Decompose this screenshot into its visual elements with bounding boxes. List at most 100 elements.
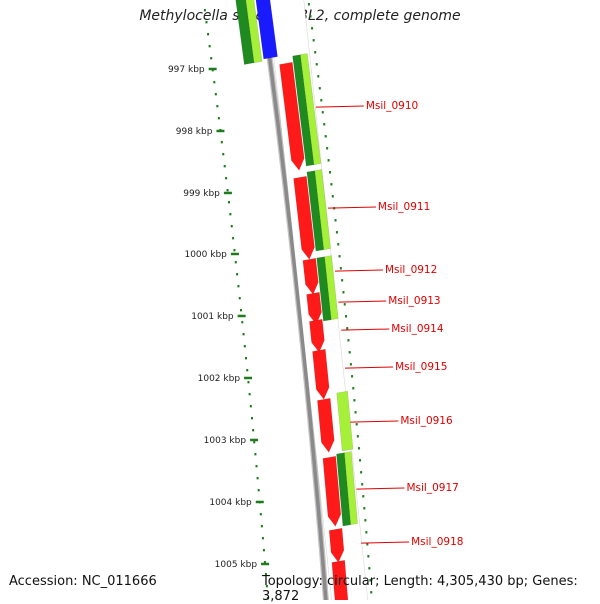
cds-arrow bbox=[331, 559, 349, 600]
gene-label: Msil_0915 bbox=[395, 361, 447, 373]
scale-track-dot bbox=[257, 488, 260, 492]
scale-track-dot bbox=[245, 356, 248, 360]
gc-track-dot bbox=[307, 3, 310, 6]
gc-track-dot bbox=[363, 507, 366, 510]
gc-track-dot bbox=[338, 255, 341, 258]
scale-label: 1004 kbp bbox=[209, 498, 252, 508]
accession-label: Accession: NC_011666 bbox=[9, 574, 157, 589]
gc-track-dot bbox=[312, 39, 315, 42]
gc-track-dot bbox=[355, 423, 358, 426]
gene-label: Msil_0912 bbox=[385, 264, 437, 276]
scale-track-dot bbox=[220, 140, 223, 144]
gene-band-light bbox=[324, 255, 339, 321]
cds-arrow bbox=[302, 257, 319, 295]
scale-track-dot bbox=[254, 452, 257, 456]
scale-label: 999 kbp bbox=[183, 189, 220, 199]
gene-label: Msil_0914 bbox=[391, 323, 444, 335]
scale-track-dot bbox=[226, 188, 229, 192]
scale-track-dot bbox=[214, 92, 217, 96]
gc-track-dot bbox=[368, 567, 371, 570]
gc-track-dot bbox=[334, 219, 337, 222]
scale-track-dot bbox=[203, 8, 206, 12]
scale-track-dot bbox=[232, 236, 235, 240]
scale-track-dot bbox=[265, 584, 268, 588]
scale-label: 1001 kbp bbox=[191, 312, 234, 322]
gc-track-dot bbox=[327, 159, 330, 162]
gc-track-dot bbox=[343, 303, 346, 306]
gc-track-dot bbox=[362, 495, 365, 498]
scale-track-dot bbox=[223, 164, 226, 168]
scale-track-dot bbox=[249, 404, 252, 408]
gc-track-dot bbox=[369, 579, 372, 582]
cds-arrow bbox=[312, 348, 330, 400]
scale-track-dot bbox=[241, 320, 244, 324]
scale-track-dot bbox=[233, 248, 236, 252]
scale-track-dot bbox=[213, 80, 216, 84]
gc-track-dot bbox=[320, 99, 323, 102]
scale-track-dot bbox=[259, 512, 262, 516]
gc-track-dot bbox=[315, 63, 318, 66]
scale-track-dot bbox=[234, 260, 237, 264]
scale-track-dot bbox=[253, 440, 256, 444]
gene-leader bbox=[327, 206, 376, 209]
gene-band-light bbox=[245, 0, 263, 64]
gene-leader bbox=[350, 420, 399, 423]
scale-track-dot bbox=[248, 392, 251, 396]
gene-label: Msil_0911 bbox=[378, 201, 430, 213]
gc-track-dot bbox=[328, 171, 331, 174]
gc-track-dot bbox=[314, 51, 317, 54]
gene-leader bbox=[315, 105, 364, 108]
gc-track-dot bbox=[366, 543, 369, 546]
gene-label: Msil_0916 bbox=[400, 415, 453, 427]
gc-track-dot bbox=[324, 135, 327, 138]
gene-band-light bbox=[336, 390, 354, 452]
gc-track-dot bbox=[330, 183, 333, 186]
gc-track-dot bbox=[370, 591, 373, 594]
cds-arrow bbox=[293, 175, 315, 260]
scale-label: 1002 kbp bbox=[198, 374, 241, 384]
gc-track-dot bbox=[344, 315, 347, 318]
cds-arrow bbox=[306, 291, 322, 325]
scale-track-dot bbox=[208, 44, 211, 48]
scale-track-dot bbox=[229, 212, 232, 216]
scale-track-dot bbox=[263, 560, 266, 564]
scale-track-dot bbox=[260, 524, 263, 528]
gene-label: Msil_0917 bbox=[406, 482, 458, 494]
gene-band-blue bbox=[255, 0, 278, 60]
gc-track-dot bbox=[347, 339, 350, 342]
gc-track-dot bbox=[354, 411, 357, 414]
scale-track-dot bbox=[264, 572, 267, 576]
scale-track-dot bbox=[205, 20, 208, 24]
scale-track-dot bbox=[225, 176, 228, 180]
gc-track-dot bbox=[352, 387, 355, 390]
gc-track-dot bbox=[359, 459, 362, 462]
gene-label: Msil_0918 bbox=[411, 536, 463, 548]
gc-track-dot bbox=[349, 363, 352, 366]
scale-track-dot bbox=[262, 548, 265, 552]
gc-track-dot bbox=[331, 195, 334, 198]
scale-track-dot bbox=[236, 272, 239, 276]
gene-band-light bbox=[300, 53, 322, 166]
gc-track-dot bbox=[353, 399, 356, 402]
scale-track-dot bbox=[210, 56, 213, 60]
gene-leader bbox=[334, 269, 383, 272]
gc-track-dot bbox=[321, 111, 324, 114]
scale-track-dot bbox=[246, 368, 249, 372]
gc-track-dot bbox=[323, 123, 326, 126]
scale-track-dot bbox=[222, 152, 225, 156]
scale-label: 997 kbp bbox=[168, 65, 205, 75]
gene-label: Msil_0913 bbox=[388, 295, 440, 307]
gc-track-dot bbox=[335, 231, 338, 234]
scale-track-dot bbox=[216, 104, 219, 108]
scale-label: 1000 kbp bbox=[184, 250, 227, 260]
scale-track-dot bbox=[266, 596, 269, 600]
gc-track-dot bbox=[341, 279, 344, 282]
gene-band-light bbox=[344, 451, 358, 526]
scale-track-dot bbox=[252, 428, 255, 432]
gene-leader bbox=[356, 487, 405, 490]
scale-track-dot bbox=[230, 224, 233, 228]
gc-track-dot bbox=[326, 147, 329, 150]
scale-track-dot bbox=[250, 416, 253, 420]
gc-track-dot bbox=[357, 447, 360, 450]
